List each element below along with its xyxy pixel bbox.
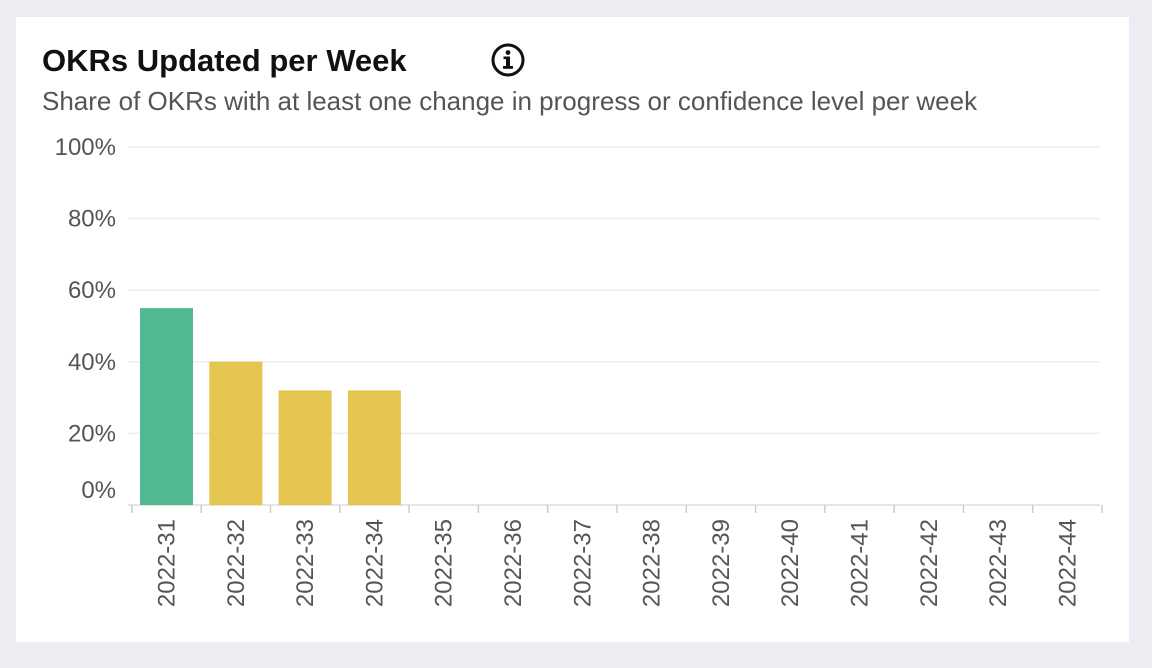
bar-2022-32[interactable] xyxy=(209,361,263,505)
x-tick-label: 2022-38 xyxy=(639,519,666,607)
x-tick-label: 2022-37 xyxy=(569,519,596,607)
y-tick-label: 60% xyxy=(68,277,116,304)
x-tick-label: 2022-33 xyxy=(292,519,319,607)
x-tick-label: 2022-41 xyxy=(847,519,874,607)
x-tick-label: 2022-44 xyxy=(1054,519,1081,607)
x-tick-label: 2022-43 xyxy=(985,519,1012,607)
chart-subtitle: Share of OKRs with at least one change i… xyxy=(42,86,978,116)
y-tick-label: 100% xyxy=(55,134,116,161)
bar-2022-34[interactable] xyxy=(347,390,401,505)
x-tick-label: 2022-36 xyxy=(500,519,527,607)
y-tick-label: 0% xyxy=(81,477,116,504)
y-tick-label: 20% xyxy=(68,420,116,447)
x-tick-label: 2022-40 xyxy=(777,519,804,607)
bar-2022-31[interactable] xyxy=(140,308,193,505)
x-tick-label: 2022-34 xyxy=(361,519,388,607)
x-tick-label: 2022-31 xyxy=(154,519,181,607)
x-tick-label: 2022-32 xyxy=(223,519,250,607)
y-tick-label: 80% xyxy=(68,206,116,233)
x-tick-label: 2022-39 xyxy=(708,519,735,607)
chart-title: OKRs Updated per Week xyxy=(42,43,407,78)
x-tick-label: 2022-42 xyxy=(916,519,943,607)
chart-card: OKRs Updated per Week Share of OKRs with… xyxy=(16,17,1129,642)
info-icon[interactable] xyxy=(490,42,526,78)
y-tick-label: 40% xyxy=(68,349,116,376)
x-tick-label: 2022-35 xyxy=(431,519,458,607)
bar-2022-33[interactable] xyxy=(278,390,332,505)
